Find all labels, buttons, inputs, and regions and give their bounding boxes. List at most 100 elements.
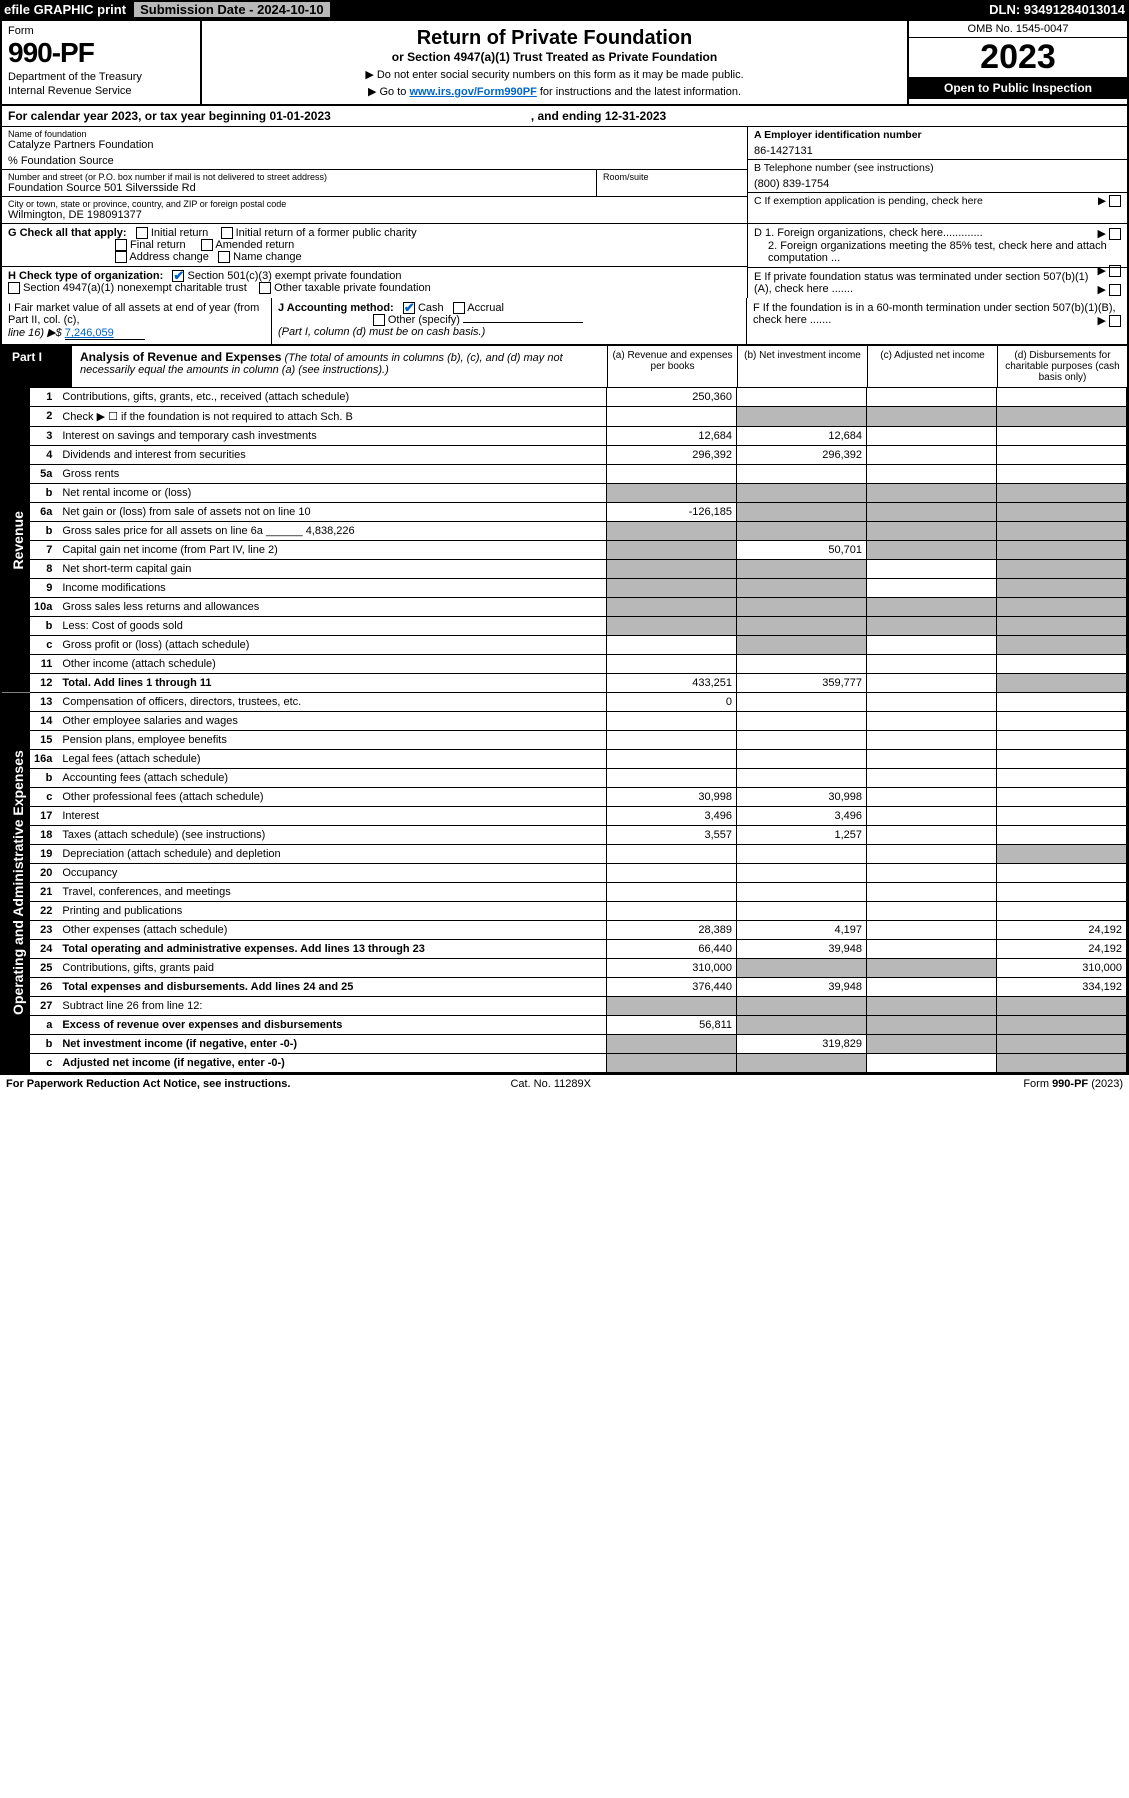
amt-cell	[737, 959, 867, 978]
amt-cell	[607, 1054, 737, 1073]
form-header: Form 990-PF Department of the Treasury I…	[2, 21, 1127, 106]
box-c[interactable]	[1109, 195, 1121, 207]
amt-cell	[737, 693, 867, 712]
amt-cell	[867, 598, 997, 617]
ein-label: A Employer identification number	[754, 129, 1121, 141]
amt-cell	[607, 864, 737, 883]
amt-cell	[737, 560, 867, 579]
amt-cell: 24,192	[997, 921, 1127, 940]
line-desc: Accounting fees (attach schedule)	[58, 769, 606, 788]
line-desc: Net investment income (if negative, ente…	[58, 1035, 606, 1054]
amt-cell: 50,701	[737, 541, 867, 560]
name-label: Name of foundation	[8, 129, 741, 139]
line-desc: Compensation of officers, directors, tru…	[58, 693, 606, 712]
amt-cell	[997, 465, 1127, 484]
amt-cell: 3,557	[607, 826, 737, 845]
amt-cell	[997, 541, 1127, 560]
amt-cell	[867, 465, 997, 484]
amt-cell	[867, 617, 997, 636]
amt-cell	[867, 731, 997, 750]
amt-cell	[997, 617, 1127, 636]
amt-cell	[997, 446, 1127, 465]
amt-cell	[737, 598, 867, 617]
amt-cell	[737, 997, 867, 1016]
city-label: City or town, state or province, country…	[8, 199, 741, 209]
line-desc: Taxes (attach schedule) (see instruction…	[58, 826, 606, 845]
line-desc: Total. Add lines 1 through 11	[58, 674, 606, 693]
amt-cell	[867, 769, 997, 788]
amt-cell: 296,392	[607, 446, 737, 465]
box-other-taxable[interactable]	[259, 282, 271, 294]
amt-cell	[607, 655, 737, 674]
form-container: Form 990-PF Department of the Treasury I…	[0, 19, 1129, 1075]
side-revenue: Revenue	[2, 388, 30, 693]
line-desc: Gross profit or (loss) (attach schedule)	[58, 636, 606, 655]
box-4947[interactable]	[8, 282, 20, 294]
amt-cell	[607, 541, 737, 560]
amt-cell	[997, 845, 1127, 864]
amt-cell	[737, 407, 867, 427]
exemption-pending: C If exemption application is pending, c…	[754, 195, 983, 207]
amt-cell	[997, 788, 1127, 807]
amt-cell: 24,192	[997, 940, 1127, 959]
form-number: 990-PF	[8, 37, 194, 69]
amt-cell	[607, 1035, 737, 1054]
box-cash[interactable]	[403, 302, 415, 314]
box-initial-former[interactable]	[221, 227, 233, 239]
box-d2[interactable]	[1109, 265, 1121, 277]
fmv-link[interactable]: 7,246,059	[65, 327, 145, 340]
box-amended[interactable]	[201, 239, 213, 251]
line-desc: Net gain or (loss) from sale of assets n…	[58, 503, 606, 522]
form-ref: Form 990-PF (2023)	[1023, 1078, 1123, 1090]
amt-cell	[867, 750, 997, 769]
amt-cell	[997, 636, 1127, 655]
box-f[interactable]	[1109, 315, 1121, 327]
amt-cell: 39,948	[737, 940, 867, 959]
box-accrual[interactable]	[453, 302, 465, 314]
line-desc: Dividends and interest from securities	[58, 446, 606, 465]
box-initial[interactable]	[136, 227, 148, 239]
box-name-change[interactable]	[218, 251, 230, 263]
line-desc: Less: Cost of goods sold	[58, 617, 606, 636]
amt-cell: 319,829	[737, 1035, 867, 1054]
line-desc: Net rental income or (loss)	[58, 484, 606, 503]
amt-cell	[867, 503, 997, 522]
amt-cell	[607, 598, 737, 617]
box-501c3[interactable]	[172, 270, 184, 282]
amt-cell: 250,360	[607, 388, 737, 407]
amt-cell	[997, 579, 1127, 598]
amt-cell	[607, 636, 737, 655]
irs-link[interactable]: www.irs.gov/Form990PF	[409, 86, 536, 98]
form-title: Return of Private Foundation	[212, 27, 897, 50]
col-c: (c) Adjusted net income	[867, 346, 997, 387]
line-desc: Adjusted net income (if negative, enter …	[58, 1054, 606, 1073]
amt-cell: 30,998	[737, 788, 867, 807]
ein: 86-1427131	[754, 145, 1121, 157]
amt-cell	[737, 731, 867, 750]
line-desc: Depreciation (attach schedule) and deple…	[58, 845, 606, 864]
box-d1[interactable]	[1109, 228, 1121, 240]
amt-cell	[607, 845, 737, 864]
amt-cell	[867, 484, 997, 503]
amt-cell	[737, 1054, 867, 1073]
amt-cell	[997, 407, 1127, 427]
line-desc: Other professional fees (attach schedule…	[58, 788, 606, 807]
identity-block: Name of foundation Catalyze Partners Fou…	[2, 127, 1127, 224]
box-e[interactable]	[1109, 284, 1121, 296]
amt-cell	[997, 655, 1127, 674]
box-final[interactable]	[115, 239, 127, 251]
line-desc: Interest on savings and temporary cash i…	[58, 427, 606, 446]
amt-cell	[607, 902, 737, 921]
amt-cell	[737, 484, 867, 503]
amt-cell	[867, 921, 997, 940]
addr: Foundation Source 501 Silversside Rd	[8, 182, 590, 194]
col-d: (d) Disbursements for charitable purpose…	[997, 346, 1127, 387]
amt-cell	[867, 902, 997, 921]
line-desc: Gross sales less returns and allowances	[58, 598, 606, 617]
amt-cell	[997, 503, 1127, 522]
box-addr-change[interactable]	[115, 251, 127, 263]
amt-cell	[997, 807, 1127, 826]
amt-cell: 0	[607, 693, 737, 712]
amt-cell	[997, 522, 1127, 541]
box-other[interactable]	[373, 314, 385, 326]
